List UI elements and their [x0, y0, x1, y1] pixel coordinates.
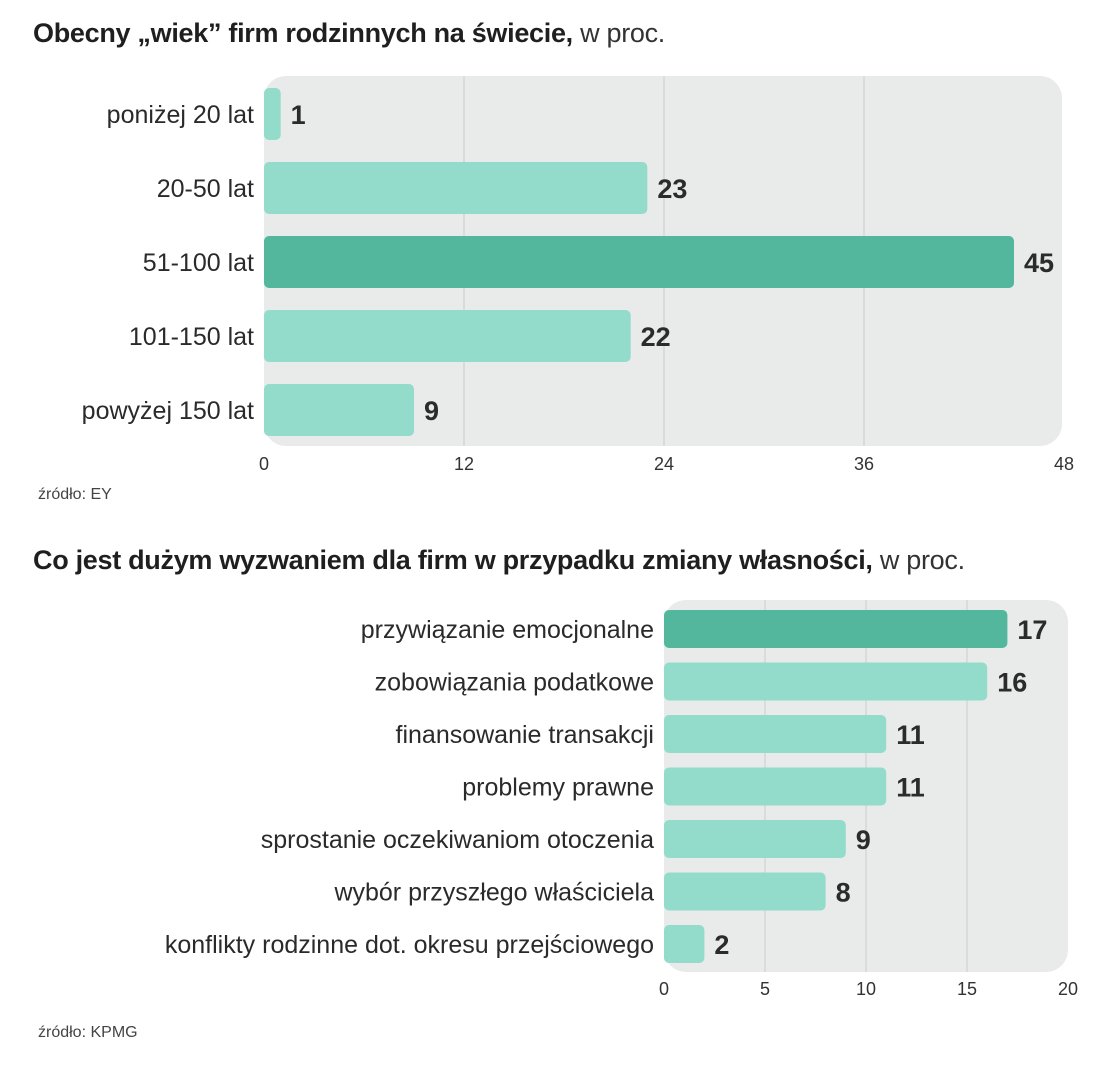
chart2-value-label: 16: [997, 668, 1027, 698]
chart2-category-label: wybór przyszłego właściciela: [333, 879, 654, 907]
chart1-source: źródło: EY: [38, 486, 112, 503]
chart1-bar: [264, 384, 414, 436]
chart1-bar: [264, 88, 281, 140]
chart2-bar: [664, 925, 705, 963]
chart2-value-label: 11: [896, 720, 925, 750]
chart1-category-label: poniżej 20 lat: [107, 101, 254, 129]
chart1-category-label: 101-150 lat: [129, 323, 254, 351]
chart2-x-tick-label: 0: [659, 979, 669, 999]
chart2-category-label: sprostanie oczekiwaniom otoczenia: [261, 826, 654, 854]
chart2-ownership-change-challenges: 0 5 10 15 20 przywiązanie emocjonalne 17 zobowi…: [165, 600, 1078, 999]
chart2-value-label: 9: [856, 825, 871, 855]
chart2-source: źródło: KPMG: [38, 1024, 138, 1041]
chart1-value-label: 23: [657, 174, 687, 204]
chart2-x-tick-label: 10: [856, 979, 876, 999]
chart1-value-label: 22: [641, 322, 671, 352]
chart1-bar: [264, 310, 631, 362]
chart2-bar: [664, 610, 1008, 648]
chart2-x-tick-label: 5: [760, 979, 770, 999]
chart2-category-label: finansowanie transakcji: [396, 721, 654, 749]
chart2-value-label: 17: [1017, 615, 1047, 645]
chart2-bar: [664, 820, 846, 858]
chart1-title-main: Obecny „wiek” firm rodzinnych na świecie…: [33, 18, 573, 48]
chart2-bar: [664, 767, 887, 806]
chart1-age-of-family-firms: 0 12 24 36 48 poniżej 20 lat 1 20-50 lat 23 51-10…: [82, 76, 1074, 474]
chart1-title: Obecny „wiek” firm rodzinnych na świecie…: [33, 18, 665, 49]
chart2-bar: [664, 662, 988, 701]
chart1-value-label: 45: [1024, 248, 1054, 278]
chart2-x-tick-label: 15: [957, 979, 977, 999]
chart2-value-label: 2: [714, 930, 729, 960]
chart2-category-label: problemy prawne: [462, 774, 654, 802]
chart2-category-label: zobowiązania podatkowe: [375, 669, 654, 697]
chart2-value-label: 8: [836, 878, 851, 908]
chart1-x-tick-label: 24: [654, 454, 674, 474]
chart1-category-label: powyżej 150 lat: [82, 397, 254, 425]
chart1-bar: [264, 162, 648, 214]
chart1-x-tick-label: 48: [1054, 454, 1074, 474]
chart2-x-tick-label: 20: [1058, 979, 1078, 999]
chart2-title: Co jest dużym wyzwaniem dla firm w przyp…: [33, 545, 965, 576]
chart1-category-label: 51-100 lat: [143, 249, 254, 277]
chart1-value-label: 9: [424, 396, 439, 426]
chart2-value-label: 11: [896, 773, 925, 803]
chart1-x-tick-label: 0: [259, 454, 269, 474]
chart2-title-main: Co jest dużym wyzwaniem dla firm w przyp…: [33, 545, 873, 575]
chart1-value-label: 1: [291, 100, 306, 130]
chart1-x-tick-label: 12: [454, 454, 474, 474]
chart1-x-tick-label: 36: [854, 454, 874, 474]
chart1-bar: [264, 236, 1014, 288]
chart2-category-label: konflikty rodzinne dot. okresu przejścio…: [165, 931, 654, 959]
chart2-category-label: przywiązanie emocjonalne: [361, 616, 654, 644]
chart1-title-unit: w proc.: [580, 18, 666, 48]
chart2-title-unit: w proc.: [879, 545, 965, 575]
chart1-category-label: 20-50 lat: [157, 175, 254, 203]
chart2-bar: [664, 872, 826, 911]
chart2-bar: [664, 715, 887, 753]
